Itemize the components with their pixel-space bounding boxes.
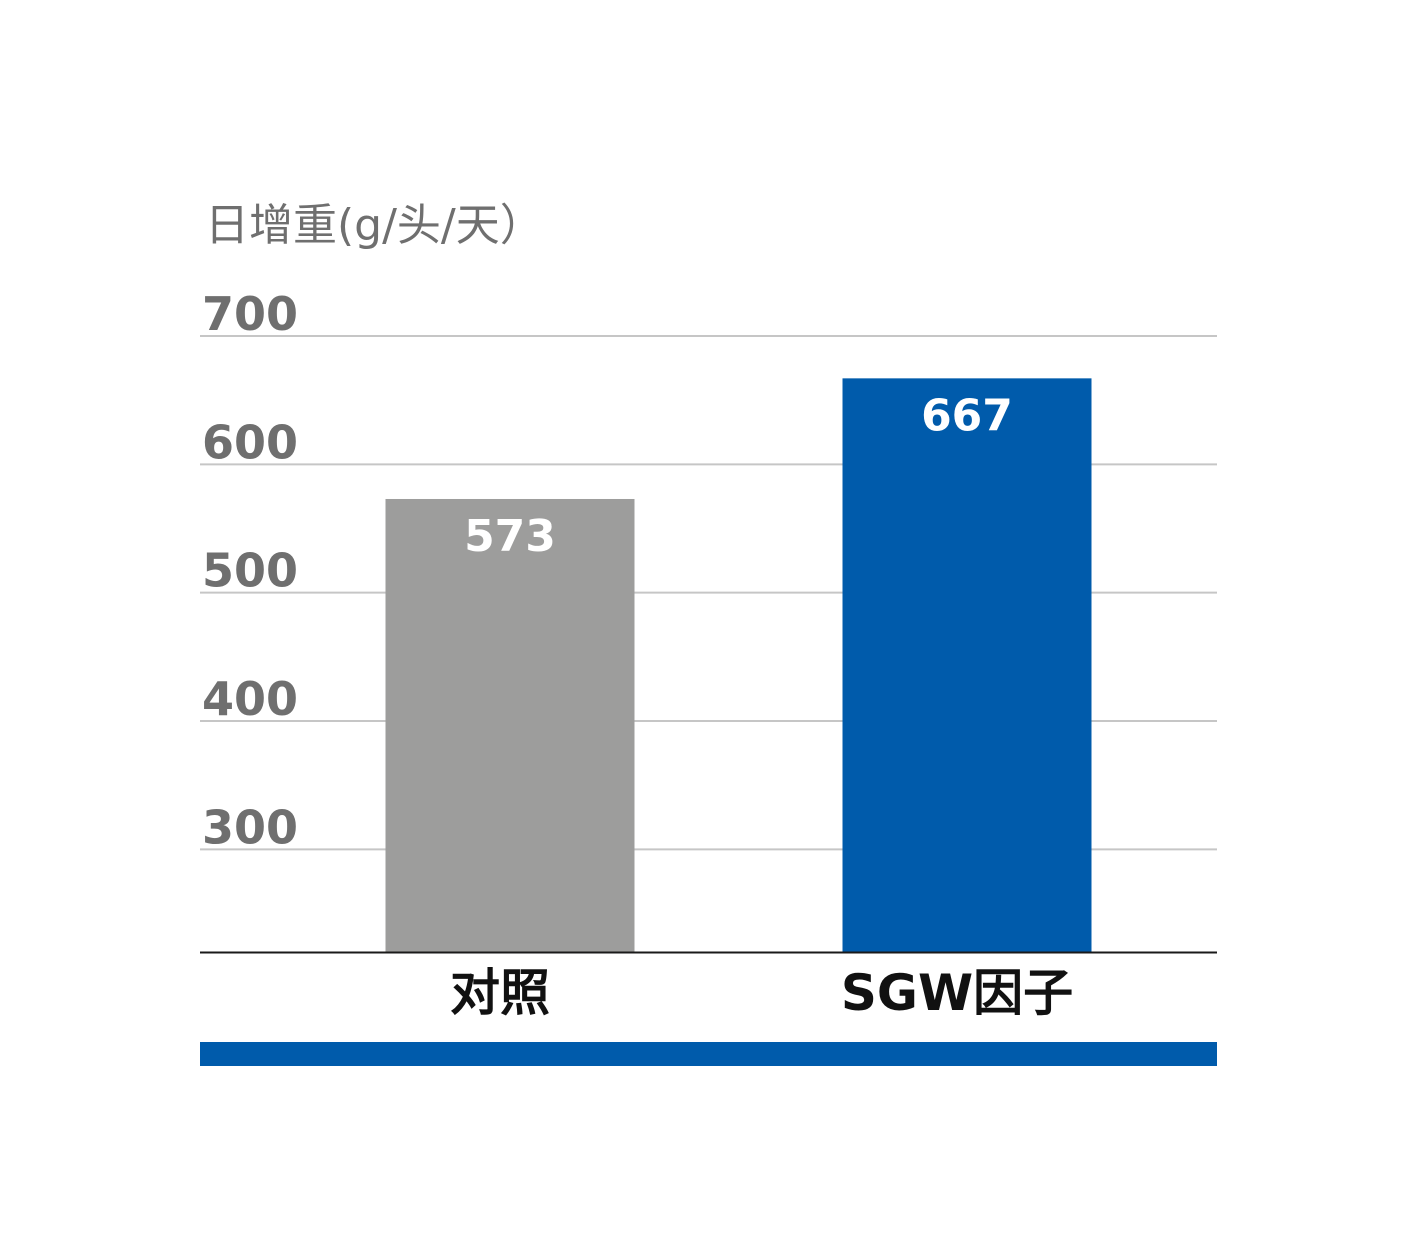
x-category-label: SGW因子 [841, 964, 1073, 1022]
x-category-label: 对照 [450, 964, 550, 1022]
y-tick-label: 600 [202, 415, 298, 469]
y-axis-label: 日增重(g/头/天） [205, 200, 544, 251]
y-tick-label: 700 [202, 287, 298, 341]
bars: 573 667 [385, 378, 1092, 953]
bar [385, 498, 635, 952]
y-ticks: 300 400 500 600 700 [202, 287, 298, 854]
x-categories: 对照 SGW因子 [450, 964, 1073, 1022]
bar [842, 378, 1092, 953]
y-tick-label: 400 [202, 672, 298, 726]
data-label: 573 [464, 511, 556, 562]
data-label: 667 [921, 390, 1013, 441]
footer-band [200, 1042, 1217, 1066]
y-tick-label: 300 [202, 800, 298, 854]
y-tick-label: 500 [202, 544, 298, 598]
